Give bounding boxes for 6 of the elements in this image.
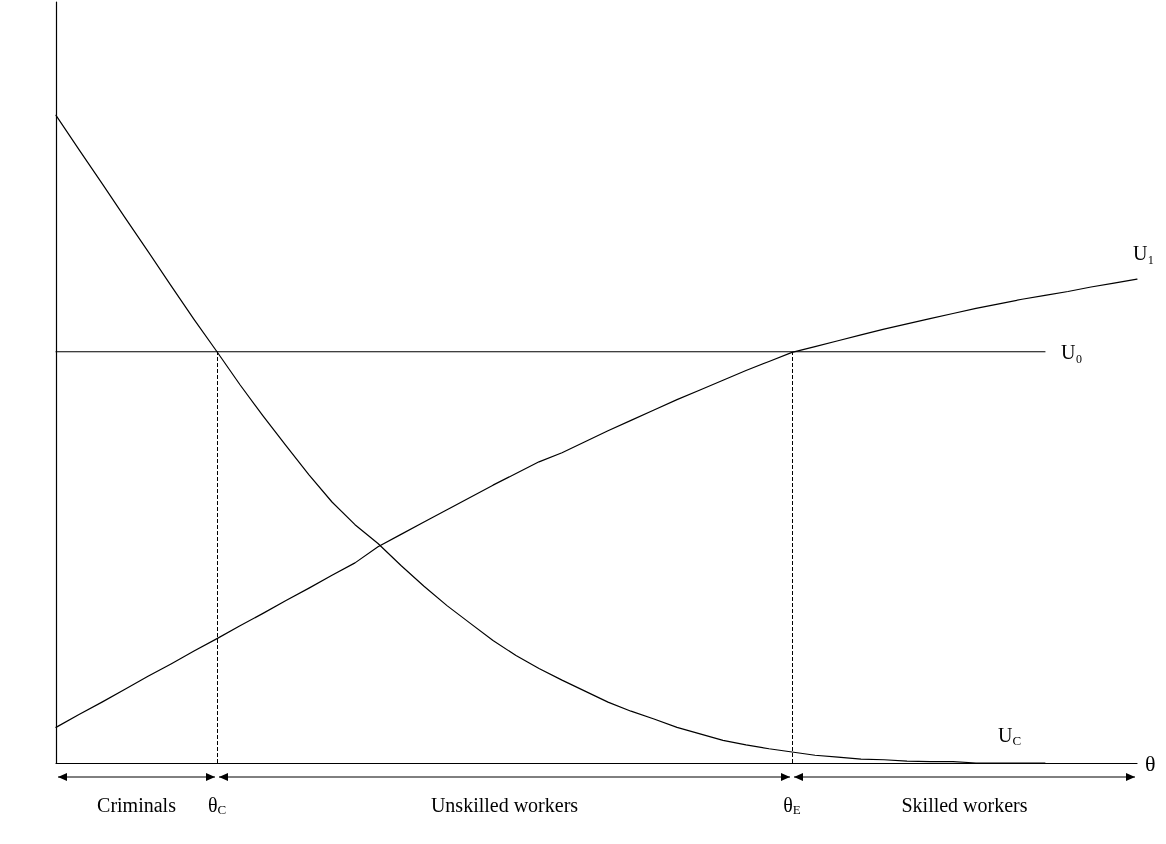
text: Unskilled workers: [430, 794, 579, 816]
text: Skilled workers: [901, 794, 1028, 816]
text: Criminals: [97, 794, 177, 816]
x-axis-title: θ: [1145, 750, 1156, 776]
series-label: U₀: [1061, 340, 1083, 363]
series-label: U₁: [1133, 242, 1155, 265]
